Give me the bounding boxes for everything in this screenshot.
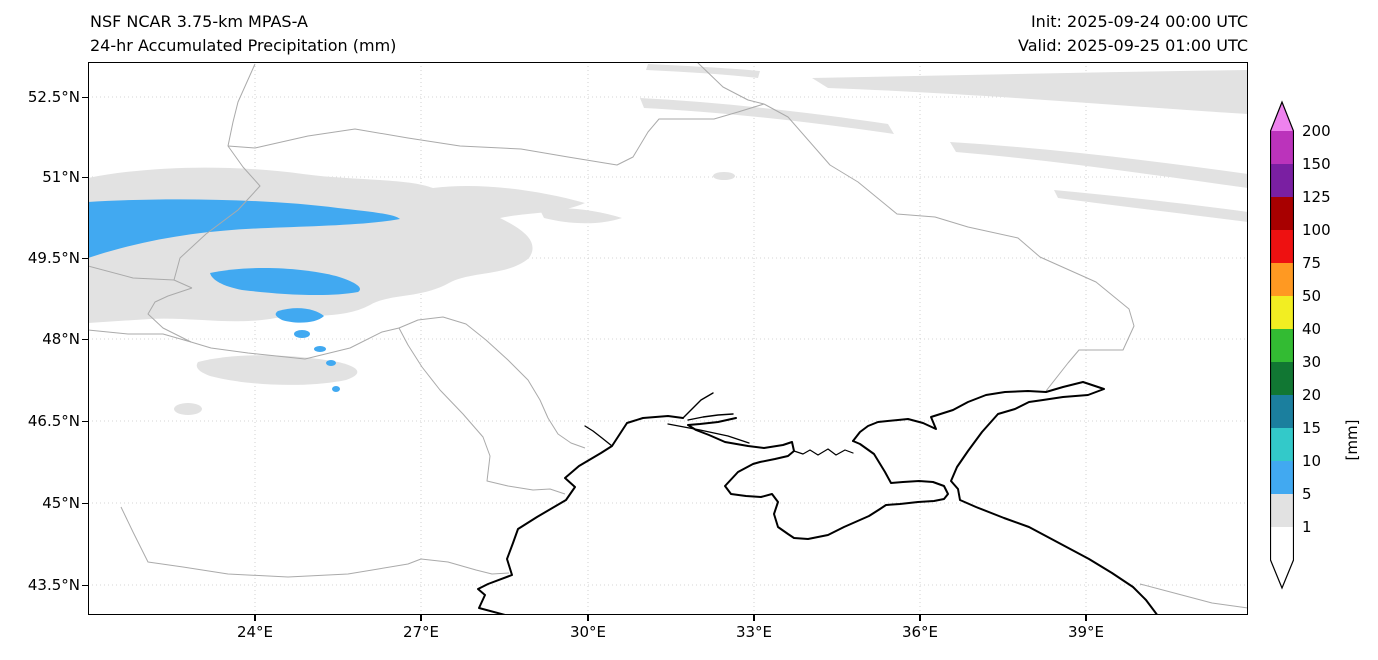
azov-and-caucasus-coast — [852, 381, 1159, 615]
colorbar-tick-label: 150 — [1302, 155, 1331, 173]
colorbar-segment — [1270, 362, 1294, 395]
colorbar-tick-label: 15 — [1302, 419, 1322, 437]
time-block: Init: 2025-09-24 00:00 UTC Valid: 2025-0… — [900, 10, 1248, 58]
colorbar-tick-label: 10 — [1302, 452, 1322, 470]
colorbar-under-arrow — [1270, 560, 1294, 588]
y-tick — [82, 420, 88, 422]
lon-tick-label: 24°E — [236, 623, 274, 641]
map-canvas — [88, 62, 1248, 615]
x-tick — [1085, 615, 1087, 621]
colorbar-tick-label: 100 — [1302, 221, 1331, 239]
colorbar-units-label: [mm] — [1343, 419, 1361, 461]
colorbar-segment — [1270, 197, 1294, 230]
precip-moderate-region — [332, 386, 340, 392]
colorbar-segment — [1270, 428, 1294, 461]
colorbar-tick-label: 40 — [1302, 320, 1322, 338]
colorbar-tick-label: 125 — [1302, 188, 1331, 206]
dnieper-estuary-branch — [687, 413, 734, 421]
colorbar-tick-label: 30 — [1302, 353, 1322, 371]
sivash-lagoon — [793, 448, 854, 456]
crimea-coast — [687, 417, 949, 540]
colorbar-tick-label: 5 — [1302, 485, 1312, 503]
y-tick — [82, 502, 88, 504]
bug-estuary-branch — [682, 392, 714, 419]
precip-light-region — [88, 167, 585, 323]
precip-light-region — [174, 403, 202, 415]
precip-light-region — [812, 70, 1248, 114]
lon-tick-label: 27°E — [402, 623, 440, 641]
colorbar-segment — [1270, 296, 1294, 329]
precip-moderate-region — [88, 199, 400, 258]
precip-light-region — [540, 208, 622, 224]
x-tick — [753, 615, 755, 621]
precip-moderate-region — [314, 346, 326, 352]
lon-tick-label: 36°E — [901, 623, 939, 641]
precip-light-region — [646, 64, 760, 78]
colorbar-tick-label: 75 — [1302, 254, 1322, 272]
gridlines — [88, 62, 1248, 615]
colorbar-segment — [1270, 131, 1294, 164]
precip-light-region — [196, 355, 358, 385]
colorbar-under-segment — [1270, 527, 1294, 560]
black-sea-west-coast — [477, 415, 684, 615]
colorbar-tick-label: 50 — [1302, 287, 1322, 305]
precip-moderate-region — [275, 308, 324, 323]
precip-moderate-region — [326, 360, 336, 366]
precip-light-region — [1054, 190, 1248, 222]
y-tick — [82, 96, 88, 98]
precip-light-region — [713, 172, 735, 180]
lon-tick-label: 39°E — [1067, 623, 1105, 641]
precip-light-layer — [88, 64, 1248, 415]
colorbar-segment — [1270, 164, 1294, 197]
y-tick — [82, 176, 88, 178]
x-tick — [254, 615, 256, 621]
y-tick — [82, 584, 88, 586]
colorbar — [1270, 100, 1294, 590]
precip-moderate-region — [294, 330, 310, 338]
dniester-liman — [584, 425, 613, 447]
country-borders — [88, 62, 1248, 609]
lat-tick-label: 52.5°N — [27, 88, 80, 106]
init-time: Init: 2025-09-24 00:00 UTC — [1030, 12, 1248, 31]
valid-time: Valid: 2025-09-25 01:00 UTC — [1017, 36, 1248, 55]
colorbar-segment — [1270, 230, 1294, 263]
precip-light-region — [640, 98, 894, 134]
model-title: NSF NCAR 3.75-km MPAS-A — [90, 12, 308, 31]
colorbar-segment — [1270, 329, 1294, 362]
colorbar-tick-label: 1 — [1302, 518, 1312, 536]
lat-tick-label: 48°N — [42, 330, 80, 348]
y-tick — [82, 257, 88, 259]
x-tick — [587, 615, 589, 621]
colorbar-tick-label: 20 — [1302, 386, 1322, 404]
colorbar-segment — [1270, 461, 1294, 494]
colorbar-segment — [1270, 395, 1294, 428]
lat-tick-label: 45°N — [42, 494, 80, 512]
colorbar-segment — [1270, 494, 1294, 527]
tendra-spit — [667, 423, 750, 444]
precip-light-region — [950, 142, 1248, 188]
lon-tick-label: 33°E — [735, 623, 773, 641]
precip-moderate-layer — [88, 199, 400, 392]
colorbar-tick-label: 200 — [1302, 122, 1331, 140]
x-tick — [420, 615, 422, 621]
coastlines — [477, 381, 1159, 615]
title-block: NSF NCAR 3.75-km MPAS-A 24-hr Accumulate… — [90, 10, 396, 58]
x-tick — [919, 615, 921, 621]
product-title: 24-hr Accumulated Precipitation (mm) — [90, 36, 397, 55]
lat-tick-label: 51°N — [42, 168, 80, 186]
lat-tick-label: 43.5°N — [27, 576, 80, 594]
colorbar-segment — [1270, 263, 1294, 296]
y-tick — [82, 338, 88, 340]
colorbar-over-arrow — [1270, 102, 1294, 131]
lat-tick-label: 49.5°N — [27, 249, 80, 267]
lat-tick-label: 46.5°N — [27, 412, 80, 430]
precip-moderate-region — [210, 267, 360, 296]
colorbar-outline — [1270, 100, 1294, 590]
lon-tick-label: 30°E — [569, 623, 607, 641]
